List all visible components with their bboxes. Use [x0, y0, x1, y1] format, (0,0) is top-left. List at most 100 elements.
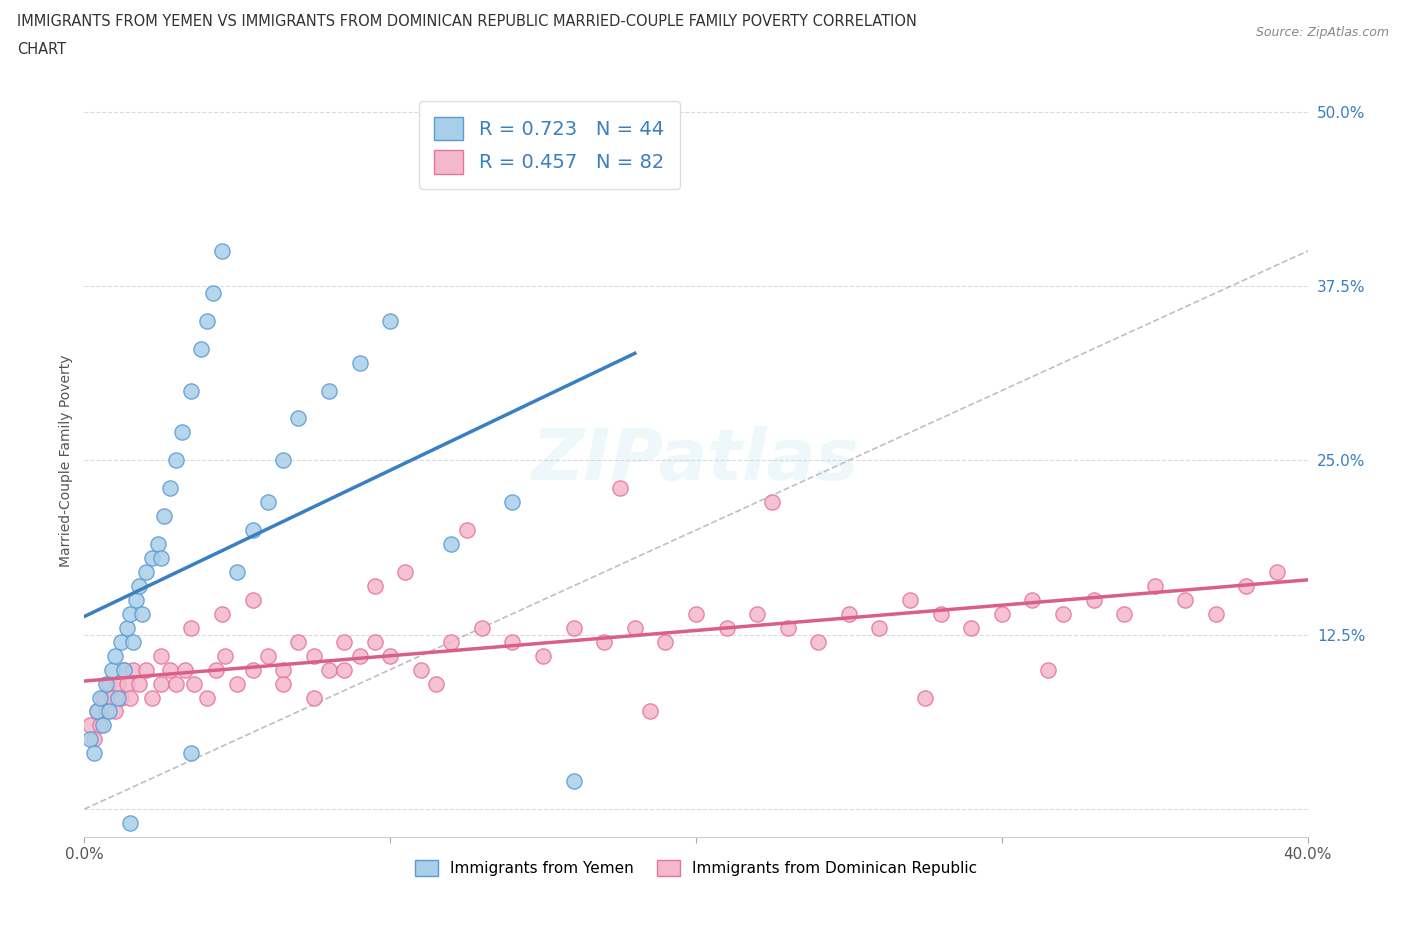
- Point: [318, 662, 340, 677]
- Point: [97, 704, 120, 719]
- Point: [120, 690, 142, 705]
- Point: [190, 341, 212, 356]
- Point: [1052, 606, 1074, 621]
- Point: [349, 355, 371, 370]
- Point: [257, 495, 280, 510]
- Point: [1036, 662, 1059, 677]
- Point: [302, 690, 325, 705]
- Point: [110, 634, 132, 649]
- Point: [120, 816, 142, 830]
- Point: [929, 606, 952, 621]
- Point: [211, 244, 233, 259]
- Text: IMMIGRANTS FROM YEMEN VS IMMIGRANTS FROM DOMINICAN REPUBLIC MARRIED-COUPLE FAMIL: IMMIGRANTS FROM YEMEN VS IMMIGRANTS FROM…: [17, 14, 917, 29]
- Point: [562, 620, 585, 635]
- Text: CHART: CHART: [17, 42, 66, 57]
- Point: [1265, 565, 1288, 579]
- Point: [1236, 578, 1258, 593]
- Point: [149, 551, 172, 565]
- Point: [761, 495, 783, 510]
- Point: [101, 662, 124, 677]
- Point: [531, 648, 554, 663]
- Point: [302, 648, 325, 663]
- Point: [287, 411, 309, 426]
- Point: [456, 523, 478, 538]
- Point: [1021, 592, 1043, 607]
- Point: [242, 662, 264, 677]
- Point: [271, 662, 294, 677]
- Point: [120, 606, 142, 621]
- Point: [425, 676, 447, 691]
- Point: [364, 578, 387, 593]
- Point: [593, 634, 616, 649]
- Point: [107, 690, 129, 705]
- Point: [122, 634, 145, 649]
- Point: [807, 634, 830, 649]
- Point: [115, 620, 138, 635]
- Point: [349, 648, 371, 663]
- Point: [654, 634, 676, 649]
- Point: [716, 620, 738, 635]
- Point: [89, 718, 111, 733]
- Point: [440, 537, 463, 551]
- Point: [991, 606, 1014, 621]
- Point: [101, 690, 124, 705]
- Point: [226, 676, 249, 691]
- Point: [135, 662, 157, 677]
- Point: [128, 676, 150, 691]
- Point: [141, 690, 163, 705]
- Point: [83, 732, 105, 747]
- Point: [110, 690, 132, 705]
- Point: [104, 704, 127, 719]
- Point: [287, 634, 309, 649]
- Point: [97, 676, 120, 691]
- Point: [91, 690, 114, 705]
- Point: [159, 481, 181, 496]
- Point: [271, 676, 294, 691]
- Point: [172, 425, 194, 440]
- Point: [86, 704, 108, 719]
- Point: [333, 634, 356, 649]
- Point: [180, 746, 202, 761]
- Point: [89, 690, 111, 705]
- Point: [214, 648, 236, 663]
- Point: [838, 606, 860, 621]
- Point: [112, 662, 135, 677]
- Point: [94, 704, 117, 719]
- Point: [1174, 592, 1197, 607]
- Point: [624, 620, 647, 635]
- Text: ZIPatlas: ZIPatlas: [533, 426, 859, 495]
- Point: [318, 383, 340, 398]
- Point: [107, 676, 129, 691]
- Point: [562, 774, 585, 789]
- Point: [201, 286, 224, 300]
- Point: [180, 383, 202, 398]
- Point: [112, 662, 135, 677]
- Point: [409, 662, 432, 677]
- Point: [471, 620, 494, 635]
- Point: [195, 690, 218, 705]
- Point: [211, 606, 233, 621]
- Point: [638, 704, 661, 719]
- Point: [440, 634, 463, 649]
- Point: [135, 565, 157, 579]
- Point: [1143, 578, 1166, 593]
- Point: [180, 620, 202, 635]
- Point: [960, 620, 983, 635]
- Point: [242, 523, 264, 538]
- Point: [94, 676, 117, 691]
- Point: [128, 578, 150, 593]
- Point: [380, 648, 402, 663]
- Point: [83, 746, 105, 761]
- Point: [609, 481, 631, 496]
- Point: [226, 565, 249, 579]
- Point: [747, 606, 769, 621]
- Point: [159, 662, 181, 677]
- Point: [86, 704, 108, 719]
- Point: [685, 606, 707, 621]
- Point: [333, 662, 356, 677]
- Point: [195, 313, 218, 328]
- Point: [502, 634, 524, 649]
- Point: [183, 676, 205, 691]
- Legend: Immigrants from Yemen, Immigrants from Dominican Republic: Immigrants from Yemen, Immigrants from D…: [409, 854, 983, 882]
- Point: [1205, 606, 1227, 621]
